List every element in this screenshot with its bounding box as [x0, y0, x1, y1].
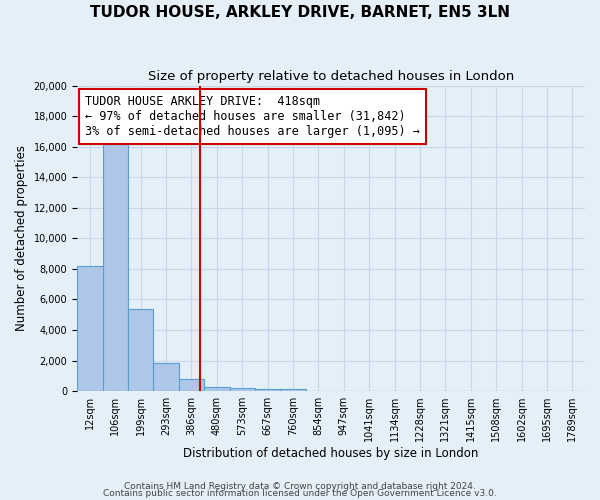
Text: TUDOR HOUSE, ARKLEY DRIVE, BARNET, EN5 3LN: TUDOR HOUSE, ARKLEY DRIVE, BARNET, EN5 3… [90, 5, 510, 20]
Bar [103, 138, 128, 391]
Y-axis label: Number of detached properties: Number of detached properties [15, 146, 28, 332]
Bar [280, 389, 305, 391]
X-axis label: Distribution of detached houses by size in London: Distribution of detached houses by size … [184, 447, 479, 460]
Bar [255, 389, 280, 391]
Bar [204, 386, 230, 391]
Text: TUDOR HOUSE ARKLEY DRIVE:  418sqm
← 97% of detached houses are smaller (31,842)
: TUDOR HOUSE ARKLEY DRIVE: 418sqm ← 97% o… [85, 94, 419, 138]
Bar [179, 379, 204, 391]
Bar [77, 266, 103, 391]
Bar [230, 388, 255, 391]
Title: Size of property relative to detached houses in London: Size of property relative to detached ho… [148, 70, 514, 83]
Text: Contains public sector information licensed under the Open Government Licence v3: Contains public sector information licen… [103, 489, 497, 498]
Text: Contains HM Land Registry data © Crown copyright and database right 2024.: Contains HM Land Registry data © Crown c… [124, 482, 476, 491]
Bar [154, 363, 179, 391]
Bar [128, 310, 154, 391]
